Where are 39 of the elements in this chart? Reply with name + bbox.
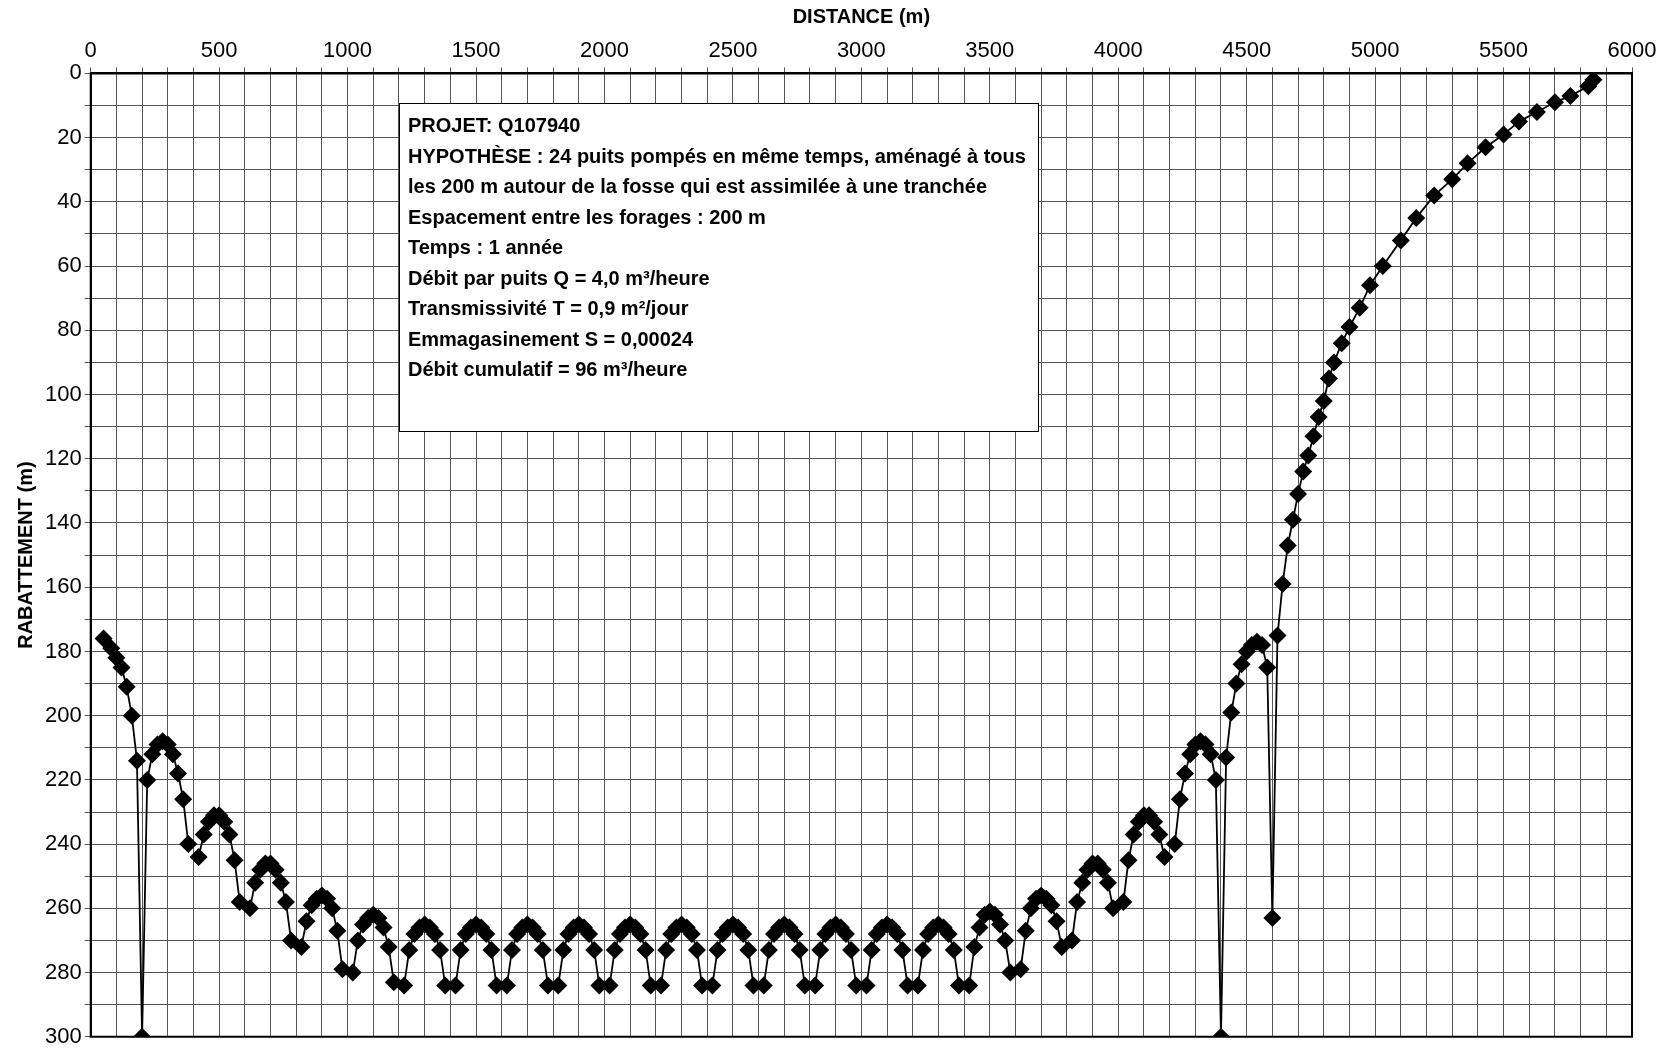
y-tick-label: 120 (44, 444, 82, 470)
annotation: Espacement entre les forages : 200 m (407, 204, 767, 230)
x-tick-label: 2500 (708, 37, 758, 63)
y-tick-label: 160 (44, 573, 82, 599)
y-tick-label: 60 (57, 252, 82, 278)
x-tick-label: 1000 (323, 37, 373, 63)
y-tick-label: 100 (44, 380, 82, 406)
annotation: HYPOTHÈSE : 24 puits pompés en même temps, aménagé à tous (407, 143, 1026, 169)
y-tick-label: 260 (44, 894, 82, 920)
x-tick-label: 3500 (965, 37, 1015, 63)
x-axis-title: DISTANCE (m) (792, 4, 931, 27)
y-axis-title: RABATTEMENT (m) (13, 461, 36, 649)
x-tick-label: 500 (200, 37, 238, 63)
y-tick-label: 300 (44, 1022, 82, 1048)
y-tick-label: 280 (44, 958, 82, 984)
y-tick-label: 0 (69, 59, 82, 85)
y-tick-label: 140 (44, 509, 82, 535)
annotation: PROJET: Q107940 (407, 113, 582, 139)
annotation: Emmagasinement S = 0,00024 (407, 326, 695, 352)
x-tick-label: 3000 (836, 37, 886, 63)
x-tick-label: 5500 (1479, 37, 1529, 63)
x-tick-label: 4000 (1093, 37, 1143, 63)
x-tick-label: 2000 (579, 37, 629, 63)
y-tick-label: 80 (57, 316, 82, 342)
y-tick-label: 180 (44, 637, 82, 663)
x-tick-label: 5000 (1350, 37, 1400, 63)
y-tick-label: 200 (44, 701, 82, 727)
annotation: les 200 m autour de la fosse qui est assimilée à une tranchée (407, 174, 989, 200)
y-tick-label: 240 (44, 830, 82, 856)
annotation: Débit cumulatif = 96 m³/heure (407, 357, 689, 383)
x-tick-label: 1500 (451, 37, 501, 63)
y-tick-label: 220 (44, 765, 82, 791)
y-tick-label: 20 (57, 123, 82, 149)
y-tick-label: 40 (57, 187, 82, 213)
annotation: Transmissivité T = 0,9 m²/jour (407, 296, 690, 322)
annotation: Temps : 1 année (407, 235, 565, 261)
x-tick-label: 6000 (1607, 37, 1657, 63)
x-tick-label: 4500 (1222, 37, 1272, 63)
annotation: Débit par puits Q = 4,0 m³/heure (407, 265, 711, 291)
